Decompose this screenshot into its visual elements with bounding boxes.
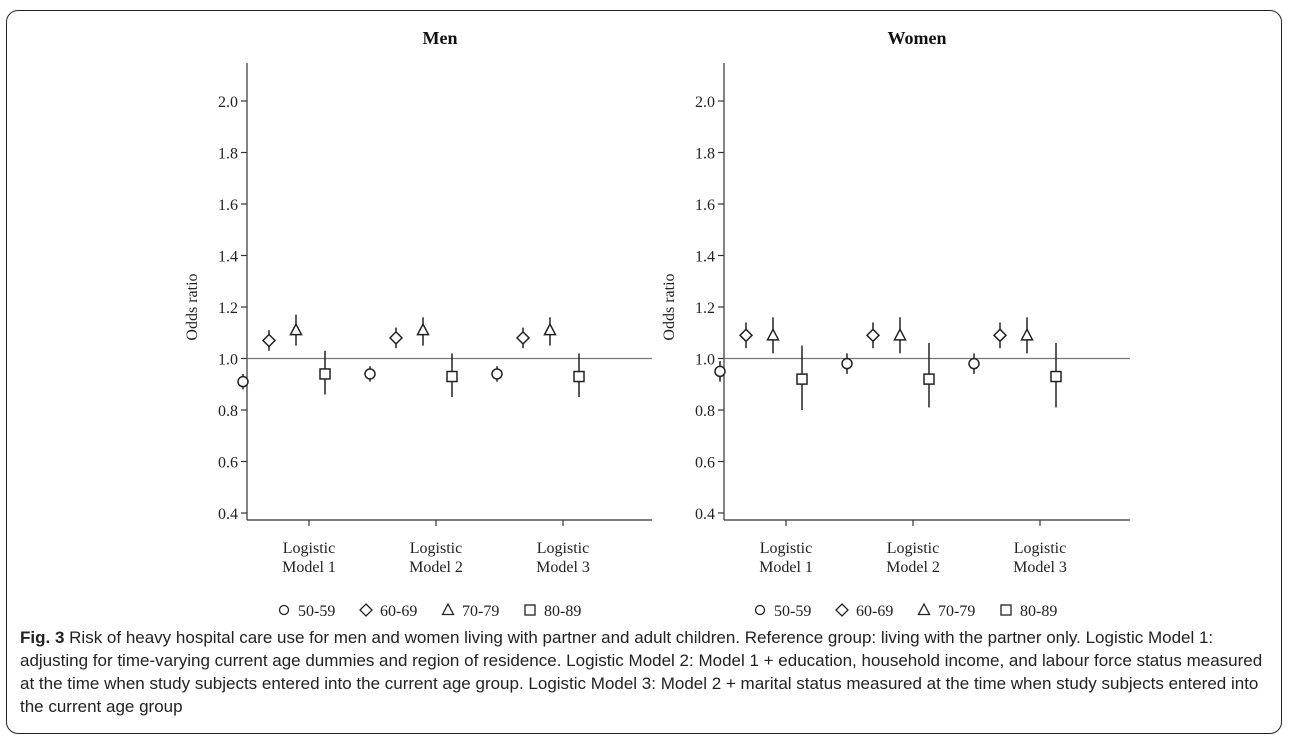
figure-caption: Fig. 3 Risk of heavy hospital care use f… (20, 626, 1275, 718)
panel-2-point-60-69 (865, 328, 881, 343)
panel-2-y-tick-label: 1.6 (695, 197, 715, 214)
panel-1-point-50-59 (237, 375, 249, 388)
panel-2-point-50-59 (968, 357, 980, 370)
panel-2-legend-label-70-79: 70-79 (938, 603, 975, 620)
panel-2-y-tick-label: 1.0 (695, 352, 715, 369)
panel-2-point-70-79 (893, 327, 907, 341)
panel-1-point-50-59 (364, 368, 376, 380)
panel-1-point-80-89 (446, 370, 458, 383)
panel-1-y-axis-label: Odds ratio (184, 273, 201, 340)
panel-2-legend-label-80-89: 80-89 (1020, 603, 1057, 620)
panel-1-y-tick-label: 1.8 (218, 146, 238, 163)
panel-1-legend-marker-60-69 (359, 603, 373, 617)
panel-1-y-tick-label: 1.2 (218, 300, 238, 317)
panel-2-y-tick-label: 0.6 (695, 455, 715, 472)
panel-1-point-60-69 (261, 333, 277, 348)
panel-2-y-tick-label: 0.8 (695, 403, 715, 420)
panel-2-point-60-69 (738, 328, 754, 343)
panel-1-x-tick-label: Logistic (283, 540, 335, 557)
panel-1-legend-marker-70-79 (441, 602, 455, 616)
panel-1-x-tick-label: Logistic (410, 540, 462, 557)
panel-1-point-70-79 (289, 322, 303, 336)
panel-1-y-tick-label: 1.0 (218, 352, 238, 369)
panel-2-point-50-59 (841, 357, 853, 370)
panel-2-x-tick-label: Model 2 (886, 559, 940, 576)
panel-2-legend-label-60-69: 60-69 (856, 603, 893, 620)
panel-2-x-tick-label: Logistic (760, 540, 812, 557)
panel-2-y-tick-label: 2.0 (695, 94, 715, 111)
panel-2-point-80-89 (1050, 370, 1062, 383)
panel-2-point-60-69 (992, 328, 1008, 343)
panel-2-point-70-79 (1020, 327, 1034, 341)
panel-1-point-80-89 (573, 370, 585, 383)
panel-2-y-tick-label: 1.4 (695, 249, 715, 266)
figure-charts: Men 0.4 0.6 0.8 1.0 1.2 1.4 1.6 1.8 2.0 Odds ratio… (184, 28, 1130, 620)
panel-1-y-tick-label: 0.6 (218, 455, 238, 472)
panel-2-x-tick-label: Logistic (887, 540, 939, 557)
panel-1-y-tick-label: 2.0 (218, 94, 238, 111)
panel-1-point-60-69 (388, 330, 404, 345)
panel-1-point-80-89 (319, 368, 331, 380)
panel-1-y-tick-label: 1.6 (218, 197, 238, 214)
panel-1-x-tick-label: Model 1 (282, 559, 336, 576)
panel-2-legend-marker-70-79 (917, 602, 931, 616)
panel-1-legend-label-70-79: 70-79 (462, 603, 499, 620)
panel-1-legend-label-60-69: 60-69 (380, 603, 417, 620)
panel-1-legend-marker-80-89 (524, 604, 536, 616)
panel-2-x-tick-label: Model 3 (1013, 559, 1067, 576)
panel-2-y-tick-label: 0.4 (695, 506, 715, 523)
panel-2-point-50-59 (714, 365, 726, 378)
panel-1-x-tick-label: Model 2 (409, 559, 463, 576)
panel-2-point-80-89 (923, 373, 935, 385)
panel-2-y-tick-label: 1.2 (695, 300, 715, 317)
panel-1-point-70-79 (416, 322, 430, 336)
panel-2-point-70-79 (766, 327, 780, 341)
panel-1-y-tick-label: 0.4 (218, 506, 238, 523)
panel-2-point-80-89 (796, 373, 808, 385)
panel-1-y-tick-label: 0.8 (218, 403, 238, 420)
panel-2-x-tick-label: Model 1 (759, 559, 813, 576)
panel-2-legend-label-50-59: 50-59 (774, 603, 811, 620)
caption-label: Fig. 3 (20, 628, 65, 647)
panel-1-point-70-79 (543, 322, 557, 336)
panel-2-y-axis-label: Odds ratio (661, 273, 678, 340)
panel-2-legend-marker-50-59 (754, 604, 766, 616)
panel-1-y-tick-label: 1.4 (218, 249, 238, 266)
panel-1-legend-label-50-59: 50-59 (298, 603, 335, 620)
panel-1-point-60-69 (515, 330, 531, 345)
panel-1-x-tick-label: Model 3 (536, 559, 590, 576)
panel-2-x-tick-label: Logistic (1014, 540, 1066, 557)
panel-1-x-tick-label: Logistic (537, 540, 589, 557)
figure-frame (6, 10, 1282, 734)
panel-1-point-50-59 (491, 368, 503, 380)
panel-2-legend-marker-80-89 (1000, 604, 1012, 616)
panel-1-legend-marker-50-59 (278, 604, 290, 616)
caption-text: Risk of heavy hospital care use for men … (20, 628, 1263, 716)
panel-2-y-tick-label: 1.8 (695, 146, 715, 163)
panel-1-title: Men (423, 28, 458, 48)
panel-2-title: Women (887, 28, 946, 48)
panel-2-legend-marker-60-69 (835, 603, 849, 617)
panel-1-legend-label-80-89: 80-89 (544, 603, 581, 620)
